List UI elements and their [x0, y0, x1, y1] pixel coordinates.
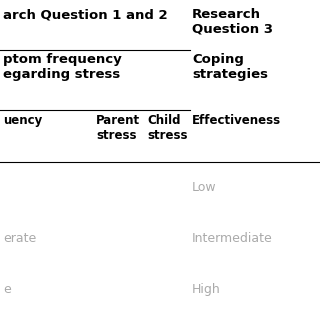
Text: uency: uency [3, 114, 43, 127]
Text: arch Question 1 and 2: arch Question 1 and 2 [3, 8, 168, 21]
Text: Effectiveness: Effectiveness [192, 114, 281, 127]
Text: Child
stress: Child stress [147, 114, 188, 141]
Text: Intermediate: Intermediate [192, 232, 273, 245]
Text: Coping
strategies: Coping strategies [192, 53, 268, 81]
Text: Parent
stress: Parent stress [96, 114, 140, 141]
Text: Low: Low [192, 181, 217, 194]
Text: e: e [3, 283, 11, 296]
Text: High: High [192, 283, 221, 296]
Text: ptom frequency
egarding stress: ptom frequency egarding stress [3, 53, 122, 81]
Text: erate: erate [3, 232, 36, 245]
Text: Research
Question 3: Research Question 3 [192, 8, 273, 36]
